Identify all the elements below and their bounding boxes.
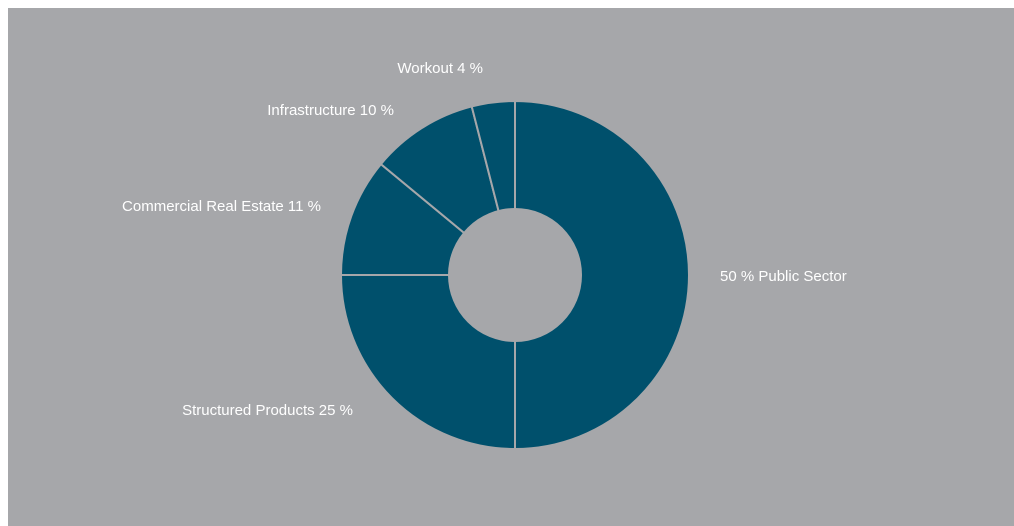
slice-label-workout: Workout 4 % <box>397 60 483 77</box>
slice-label-infrastructure: Infrastructure 10 % <box>267 102 394 119</box>
slice-label-public-sector: 50 % Public Sector <box>720 268 847 285</box>
donut-hole <box>448 208 582 342</box>
slice-public-sector <box>514 99 690 451</box>
slice-label-structured-products: Structured Products 25 % <box>182 402 353 419</box>
labels-group: 50 % Public Sector Structured Products 25… <box>122 60 847 419</box>
slice-label-commercial-real-estate: Commercial Real Estate 11 % <box>122 198 321 215</box>
